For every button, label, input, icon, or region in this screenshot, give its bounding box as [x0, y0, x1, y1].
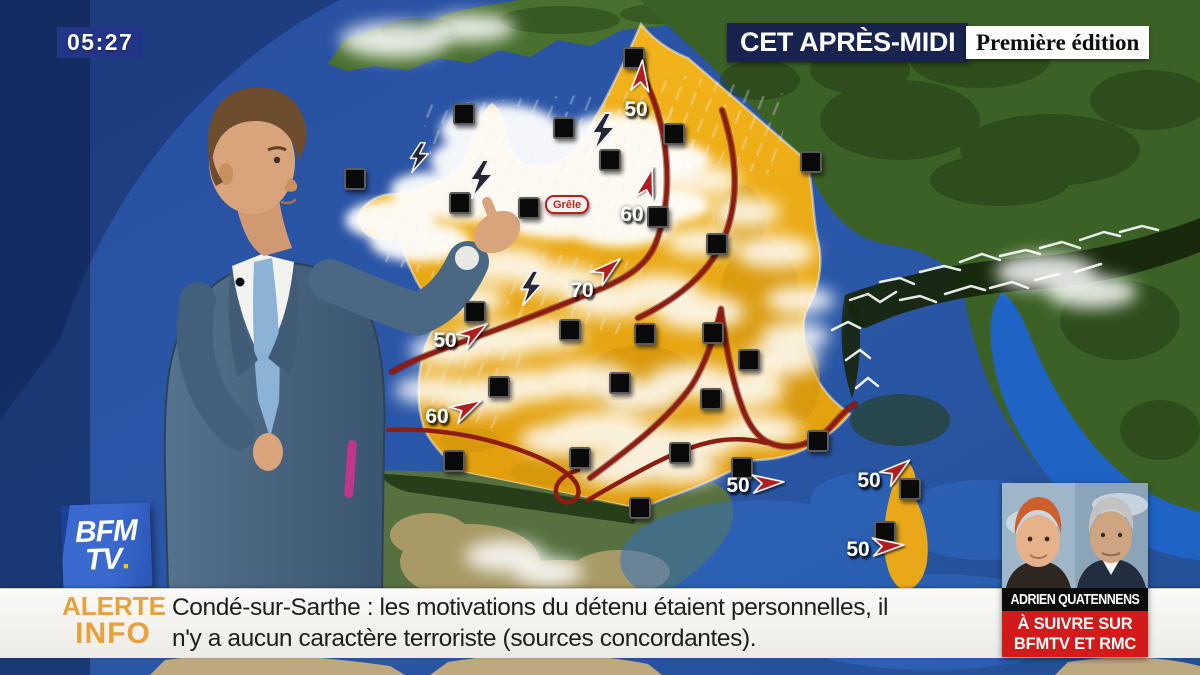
city-marker: [700, 388, 722, 410]
city-marker: [488, 376, 510, 398]
promo-follow-banner: À SUIVRE SUR BFMTV ET RMC: [1002, 611, 1148, 657]
city-marker: [443, 450, 465, 472]
city-marker: [706, 233, 728, 255]
wind-speed-label: 60: [425, 405, 449, 428]
lightning-icon: [589, 112, 617, 157]
city-marker: [629, 497, 651, 519]
land-corsica: [883, 462, 928, 590]
wind-arrow-icon: [628, 57, 653, 95]
city-marker: [449, 192, 471, 214]
pyrenees: [380, 474, 640, 524]
city-marker: [609, 372, 631, 394]
city-marker: [899, 478, 921, 500]
city-marker: [344, 168, 366, 190]
wind-arrow-icon: [587, 249, 629, 289]
lightning-icon: [467, 159, 495, 204]
wind-speed-label: 50: [624, 98, 648, 121]
city-marker: [599, 149, 621, 171]
lightning-icon: [518, 269, 544, 312]
news-ticker: ALERTE INFO Condé-sur-Sarthe : les motiv…: [0, 588, 1200, 658]
city-marker: [464, 301, 486, 323]
bfmtv-logo-line2: TV.: [84, 542, 130, 577]
presenter-tie: [253, 258, 280, 438]
ticker-headline: Condé-sur-Sarthe : les motivations du dé…: [172, 594, 888, 652]
lightning-icon: [408, 142, 430, 178]
wind-speed-label: 50: [857, 469, 881, 492]
weather-presenter: [163, 87, 521, 593]
promo-photo-left: [1002, 483, 1075, 588]
wind-arrow-icon: [453, 314, 495, 353]
wind-arrow-icon: [446, 390, 488, 426]
wind-speed-label: 50: [726, 474, 750, 497]
city-marker: [569, 447, 591, 469]
alert-info-label: ALERTE INFO: [62, 591, 166, 650]
city-marker: [663, 123, 685, 145]
wind-arrow-icon: [633, 164, 664, 204]
city-marker: [669, 442, 691, 464]
city-marker: [553, 117, 575, 139]
wind-arrow-icon: [876, 450, 918, 490]
city-marker: [647, 206, 669, 228]
wind-speed-label: 50: [433, 329, 457, 352]
front-lines: [385, 66, 859, 505]
show-edition-badge: Première édition: [966, 26, 1150, 59]
city-marker: [453, 103, 475, 125]
city-marker: [623, 47, 645, 69]
city-marker: [738, 349, 760, 371]
promo-photo-right: [1075, 483, 1148, 588]
promo-box: ADRIEN QUATENNENS À SUIVRE SUR BFMTV ET …: [1002, 483, 1148, 657]
city-marker: [800, 151, 822, 173]
city-marker: [559, 319, 581, 341]
city-marker: [807, 430, 829, 452]
city-marker: [634, 323, 656, 345]
promo-guest-name: ADRIEN QUATENNENS: [1002, 588, 1148, 611]
forecast-title-banner: CET APRÈS-MIDI: [727, 23, 969, 62]
wind-speed-label: 50: [846, 538, 870, 561]
wind-arrow-icon: [749, 471, 786, 495]
city-marker: [702, 322, 724, 344]
city-marker: [731, 457, 753, 479]
wind-arrow-icon: [869, 534, 906, 558]
land-bottom-coast: [150, 654, 1200, 675]
lavalier-mic: [235, 277, 245, 287]
city-marker: [518, 197, 540, 219]
time-badge: 05:27: [57, 27, 144, 58]
wind-speed-label: 60: [620, 203, 644, 226]
wind-speed-label: 70: [570, 279, 594, 302]
bfmtv-logo: BFM TV.: [60, 502, 153, 590]
hail-label: Grêle: [545, 195, 590, 214]
